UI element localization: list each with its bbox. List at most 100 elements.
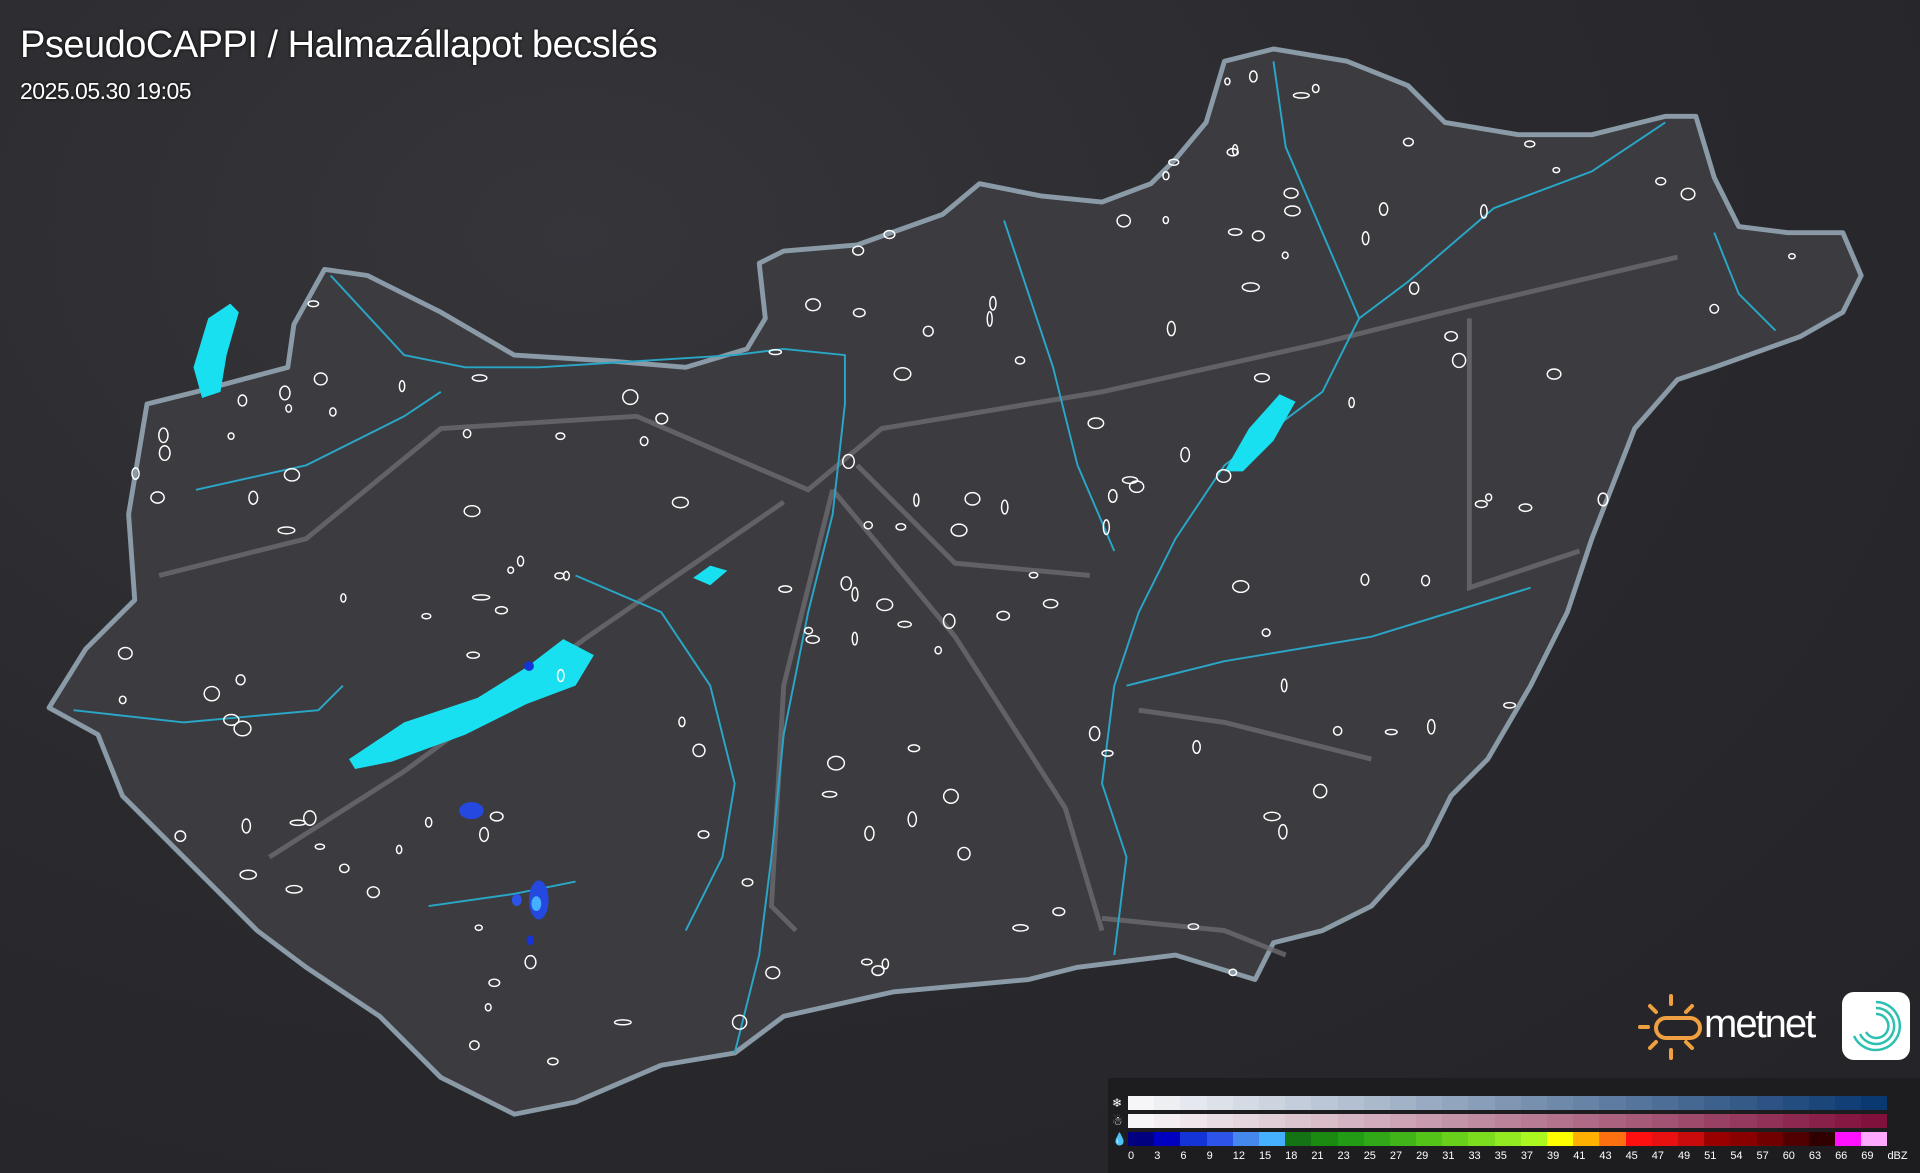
legend-tick: 15 bbox=[1258, 1150, 1272, 1162]
legend-cell-rain bbox=[1573, 1132, 1600, 1146]
settlement-outline bbox=[328, 407, 337, 417]
settlement-outline bbox=[421, 612, 432, 620]
legend-cell-rain bbox=[1389, 1132, 1417, 1146]
legend-cell-rain bbox=[1704, 1132, 1731, 1146]
legend-cell-wet-snow bbox=[1206, 1114, 1233, 1128]
legend-cell-wet-snow bbox=[1285, 1114, 1312, 1128]
legend-tick: dBZ bbox=[1887, 1150, 1908, 1162]
settlement-outline bbox=[1107, 488, 1118, 504]
legend-cell-wet-snow bbox=[1782, 1114, 1809, 1128]
sun-icon bbox=[1638, 994, 1702, 1060]
settlement-outline bbox=[237, 394, 248, 407]
settlement-outline bbox=[1378, 202, 1389, 216]
settlement-outline bbox=[471, 374, 488, 382]
legend-tick: 37 bbox=[1520, 1150, 1534, 1162]
legend-snow-scale bbox=[1128, 1096, 1888, 1110]
legend-cell-wet-snow bbox=[1651, 1114, 1678, 1128]
legend-cell-rain bbox=[1311, 1132, 1338, 1146]
settlement-outline bbox=[1479, 204, 1488, 219]
settlement-outlines bbox=[117, 70, 1796, 1066]
lake-balaton bbox=[349, 639, 594, 769]
settlement-outline bbox=[805, 298, 821, 312]
settlement-outline bbox=[474, 924, 483, 932]
raindrop-icon: 💧 bbox=[1112, 1132, 1127, 1146]
lake-ferto bbox=[193, 303, 239, 398]
legend-cell-wet-snow bbox=[1547, 1114, 1574, 1128]
settlement-outline bbox=[398, 380, 406, 393]
legend-cell-snow bbox=[1494, 1096, 1521, 1110]
settlement-outline bbox=[1281, 251, 1289, 260]
settlement-outline bbox=[466, 651, 481, 659]
settlement-outline bbox=[1101, 749, 1114, 757]
settlement-outline bbox=[1408, 281, 1420, 295]
legend-tick: 23 bbox=[1337, 1150, 1350, 1162]
legend-cell-rain bbox=[1285, 1132, 1312, 1146]
settlement-outline bbox=[285, 403, 293, 413]
legend-cell-rain bbox=[1677, 1132, 1705, 1146]
legend-cell-rain bbox=[1861, 1132, 1888, 1146]
legend-cell-rain bbox=[1128, 1132, 1155, 1146]
settlement-outline bbox=[907, 811, 918, 828]
settlement-outline bbox=[494, 606, 509, 615]
logo-text: metnet bbox=[1704, 1002, 1816, 1046]
legend-cell-rain bbox=[1206, 1132, 1233, 1146]
legend-cell-wet-snow bbox=[1311, 1114, 1338, 1128]
settlement-outline bbox=[876, 598, 894, 612]
legend-tick: 43 bbox=[1599, 1150, 1612, 1162]
legend-tick: 27 bbox=[1389, 1150, 1403, 1162]
legend-cell-snow bbox=[1232, 1096, 1259, 1110]
legend-cell-wet-snow bbox=[1625, 1114, 1652, 1128]
legend-tick: 45 bbox=[1625, 1150, 1638, 1162]
settlement-outline bbox=[805, 634, 821, 645]
settlement-outline bbox=[942, 788, 959, 804]
legend-cell-snow bbox=[1363, 1096, 1390, 1110]
map-title: PseudoCAPPI / Halmazállapot becslés bbox=[20, 24, 658, 66]
rivers bbox=[73, 61, 1777, 1054]
legend-cell-wet-snow bbox=[1599, 1114, 1626, 1128]
legend-tick: 29 bbox=[1416, 1150, 1429, 1162]
settlement-outline bbox=[1426, 718, 1436, 735]
legend-cell-rain bbox=[1835, 1132, 1862, 1146]
settlement-outline bbox=[1361, 231, 1370, 246]
settlement-outline bbox=[1168, 158, 1180, 167]
settlement-outline bbox=[1166, 320, 1176, 337]
settlement-outline bbox=[117, 646, 133, 660]
settlement-outline bbox=[248, 490, 259, 505]
legend-tick: 6 bbox=[1180, 1150, 1187, 1162]
legend-cell-snow bbox=[1861, 1096, 1888, 1110]
legend-cell-snow bbox=[1520, 1096, 1547, 1110]
legend-cell-rain bbox=[1520, 1132, 1547, 1146]
legend-cell-snow bbox=[1808, 1096, 1836, 1110]
settlement-outline bbox=[864, 825, 875, 842]
lake-tisza bbox=[1224, 394, 1296, 472]
settlement-outline bbox=[1251, 230, 1265, 242]
legend-cell-rain bbox=[1730, 1132, 1757, 1146]
settlement-outline bbox=[1028, 571, 1039, 579]
legend-cell-wet-snow bbox=[1494, 1114, 1521, 1128]
settlement-outline bbox=[313, 372, 328, 386]
settlement-outline bbox=[671, 496, 690, 509]
legend-cell-snow bbox=[1337, 1096, 1364, 1110]
settlement-outline bbox=[692, 743, 706, 758]
settlement-outline bbox=[1116, 214, 1132, 228]
settlement-outline bbox=[239, 869, 258, 880]
legend-cell-rain bbox=[1442, 1132, 1469, 1146]
settlement-outline bbox=[424, 816, 433, 828]
legend-cell-snow bbox=[1573, 1096, 1600, 1110]
settlement-outline bbox=[852, 307, 866, 318]
settlement-outline bbox=[897, 620, 912, 628]
legend-tick: 31 bbox=[1442, 1150, 1455, 1162]
settlement-outline bbox=[1680, 187, 1696, 201]
legend-cell-wet-snow bbox=[1835, 1114, 1862, 1128]
settlement-outline bbox=[555, 432, 566, 441]
lake-velence bbox=[693, 565, 728, 586]
legend-cell-snow bbox=[1154, 1096, 1181, 1110]
legend-cell-rain bbox=[1599, 1132, 1626, 1146]
settlement-outline bbox=[1292, 92, 1310, 99]
settlement-outline bbox=[986, 310, 993, 327]
settlement-outline bbox=[1655, 177, 1667, 186]
settlement-outline bbox=[622, 389, 639, 406]
settlement-outline bbox=[1311, 83, 1320, 94]
